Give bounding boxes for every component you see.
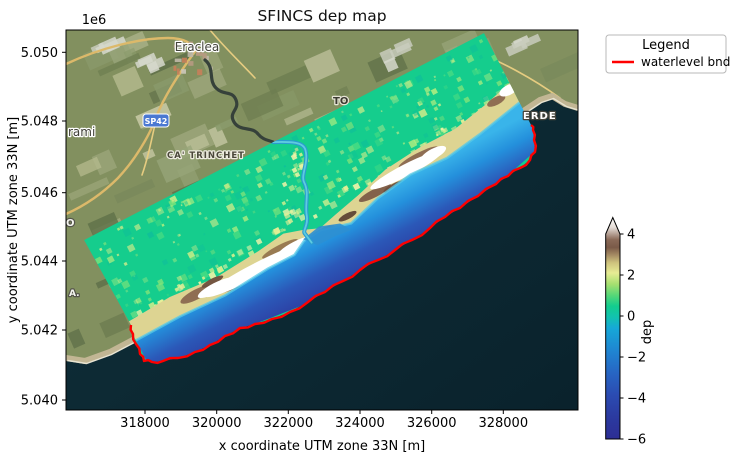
colorbar-tick-label: −2 [627, 351, 646, 366]
y-tick-label: 5.048 [21, 115, 58, 130]
estuary [303, 223, 352, 246]
colorbar-ticks: 4 2 0 −2 −4 −6 [620, 228, 646, 448]
map-label: Eraclea [175, 40, 220, 54]
greenhouse-patches [90, 33, 541, 74]
legend-entry-label: waterlevel bnd [641, 55, 730, 69]
map-label: ERDE [523, 111, 557, 122]
basemap-place-labels: Eraclea SP42 CA' TRINCHET rami TO ERDE O A. [66, 39, 557, 301]
river [203, 58, 275, 144]
map-label: O [66, 218, 75, 229]
road-shield-badge [142, 113, 170, 128]
axes-frame [65, 29, 579, 411]
waterlevel-boundary-line [129, 124, 538, 365]
colorbar-tick-label: 2 [627, 269, 635, 284]
map-label: TO [333, 96, 348, 107]
x-tick-label: 318000 [120, 416, 170, 431]
river-channel-highlight [272, 141, 313, 244]
legend-box [605, 34, 727, 74]
map-label: A. [69, 289, 80, 299]
map-plot-area: Eraclea SP42 CA' TRINCHET rami TO ERDE O A. [66, 30, 578, 410]
plot-title: SFINCS dep map [257, 7, 386, 25]
x-tick-label: 322000 [263, 416, 313, 431]
x-tick-label: 326000 [407, 416, 457, 431]
colorbar-label: dep [640, 320, 655, 345]
x-axis-label: x coordinate UTM zone 33N [m] [219, 439, 425, 454]
town-buildings [173, 41, 213, 76]
colorbar-bar [605, 216, 621, 440]
colorbar-tick-label: −4 [627, 392, 646, 407]
map-label: rami [68, 125, 95, 139]
map-label: CA' TRINCHET [167, 151, 245, 161]
y-tick-label: 5.044 [21, 255, 58, 270]
colorbar-tick-label: 4 [627, 228, 635, 243]
dep-beach-and-sea [126, 82, 535, 362]
y-axis-label: y coordinate UTM zone 33N [m] [6, 117, 21, 323]
y-tick-label: 5.042 [21, 324, 58, 339]
dep-overlay [84, 33, 535, 362]
x-tick-label: 324000 [335, 416, 385, 431]
x-tick-label: 328000 [478, 416, 528, 431]
colorbar-tick-label: 0 [627, 310, 635, 325]
beach-band [126, 82, 520, 341]
x-tick-label: 320000 [192, 416, 242, 431]
offset-text: 1e6 [82, 13, 107, 28]
x-axis: 318000 320000 322000 324000 326000 328000 [120, 410, 528, 431]
colorbar-tick-label: −6 [627, 433, 646, 448]
y-tick-label: 5.040 [21, 394, 58, 409]
y-tick-label: 5.050 [21, 46, 58, 61]
map-label: SP42 [145, 117, 168, 126]
legend: Legend waterlevel bnd [605, 34, 730, 74]
y-tick-label: 5.046 [21, 186, 58, 201]
colorbar: 4 2 0 −2 −4 −6 dep [605, 216, 655, 448]
legend-title: Legend [642, 38, 690, 53]
y-axis: 5.050 5.048 5.046 5.044 5.042 5.040 [21, 46, 66, 409]
